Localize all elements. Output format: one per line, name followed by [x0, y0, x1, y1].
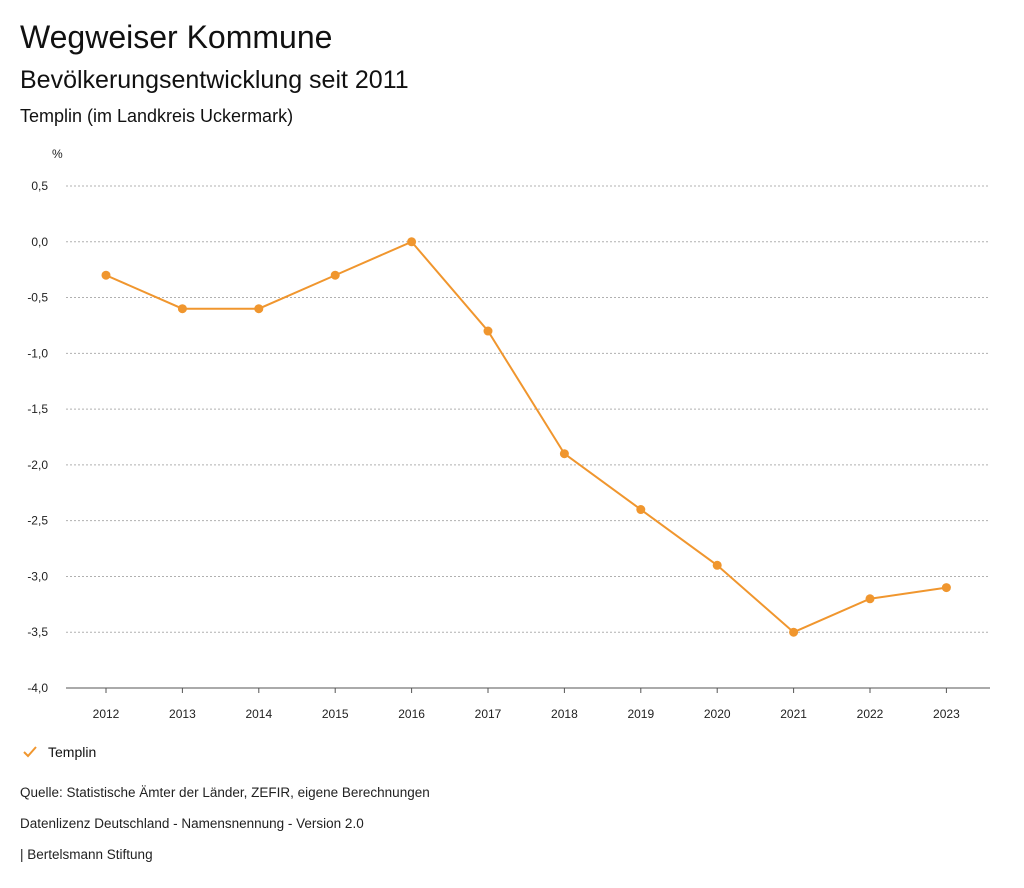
license-note: Datenlizenz Deutschland - Namensnennung …	[20, 816, 364, 831]
x-tick-label: 2013	[169, 707, 196, 721]
x-tick-label: 2020	[704, 707, 731, 721]
data-point	[559, 449, 569, 459]
y-tick-label: -1,0	[27, 346, 48, 360]
y-axis-label: %	[52, 147, 63, 161]
x-tick-label: 2016	[398, 707, 425, 721]
y-tick-label: -2,5	[27, 514, 48, 528]
y-tick-label: 0,5	[31, 179, 48, 193]
data-point	[636, 505, 646, 515]
y-tick-label: 0,0	[31, 235, 48, 249]
x-tick-label: 2017	[475, 707, 502, 721]
data-point	[177, 304, 187, 314]
y-tick-label: -1,5	[27, 402, 48, 416]
data-point	[407, 237, 417, 247]
data-point	[483, 326, 493, 336]
series-line-templin	[105, 240, 947, 634]
legend-label: Templin	[48, 744, 97, 760]
region-label: Templin (im Landkreis Uckermark)	[20, 106, 294, 126]
y-tick-label: -4,0	[27, 681, 48, 695]
source-note: Quelle: Statistische Ämter der Länder, Z…	[20, 785, 430, 800]
data-point	[330, 270, 340, 280]
x-tick-label: 2018	[551, 707, 578, 721]
check-icon	[22, 744, 38, 760]
x-tick-label: 2012	[93, 707, 120, 721]
data-point	[941, 583, 951, 593]
y-tick-label: -3,5	[27, 625, 48, 639]
chart-subtitle: Bevölkerungsentwicklung seit 2011	[20, 66, 409, 94]
chart-legend[interactable]: Templin	[22, 744, 96, 760]
publisher-note: | Bertelsmann Stiftung	[20, 847, 153, 862]
page-title: Wegweiser Kommune	[20, 19, 333, 55]
x-tick-label: 2015	[322, 707, 349, 721]
x-tick-label: 2023	[933, 707, 960, 721]
x-tick-label: 2019	[627, 707, 654, 721]
x-tick-label: 2021	[780, 707, 807, 721]
y-tick-label: -3,0	[27, 569, 48, 583]
line-chart: % 0,5 0,0 -0,5 -1,0 -1,5 -2,0 -2,5 -3,0 -3,5 -4,0 2…	[27, 147, 990, 721]
data-point	[254, 304, 264, 314]
data-point	[865, 594, 875, 604]
y-tick-label: -0,5	[27, 291, 48, 305]
data-point	[789, 627, 799, 637]
x-tick-label: 2022	[857, 707, 884, 721]
data-point	[712, 560, 722, 570]
x-tick-label: 2014	[245, 707, 272, 721]
y-tick-label: -2,0	[27, 458, 48, 472]
data-point	[101, 270, 111, 280]
